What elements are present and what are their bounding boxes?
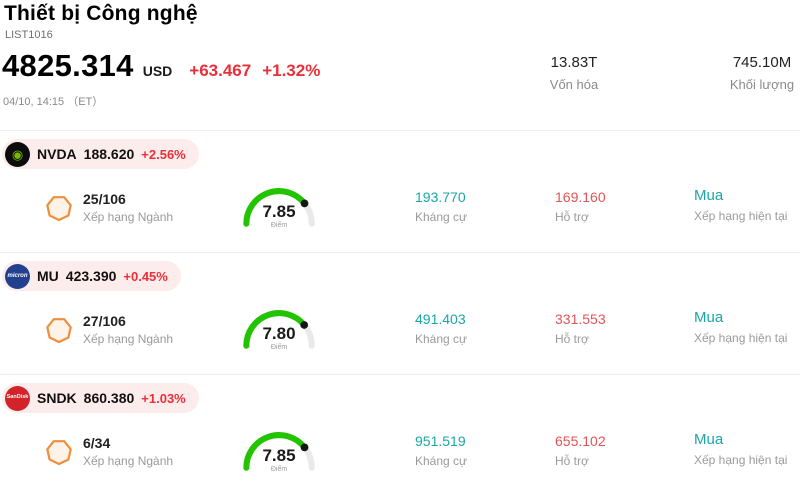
- micron-logo-icon: micron: [5, 263, 30, 289]
- industry-rank: 25/106 Xếp hạng Ngành: [44, 191, 173, 224]
- support-metric: 655.102 Hỗ trợ: [555, 433, 606, 468]
- rank-value: 27/106: [83, 313, 126, 329]
- current-rating-metric: Mua Xếp hạng hiện tại: [694, 309, 787, 345]
- rating-value: Mua: [694, 431, 724, 448]
- list-id: LIST1016: [5, 29, 53, 41]
- rank-text: 27/106 Xếp hạng Ngành: [83, 313, 173, 346]
- resistance-label: Kháng cự: [415, 332, 468, 346]
- score-label: Điểm: [270, 466, 288, 473]
- resistance-metric: 951.519 Kháng cự: [415, 433, 467, 468]
- support-label: Hỗ trợ: [555, 210, 589, 224]
- rank-value: 25/106: [83, 191, 126, 207]
- rank-text: 6/34 Xếp hạng Ngành: [83, 435, 173, 468]
- support-label: Hỗ trợ: [555, 454, 589, 468]
- score-gauge: 7.85 Điểm: [236, 423, 322, 485]
- score-gauge: 7.80 Điểm: [236, 301, 322, 363]
- quote-datetime: 04/10, 14:15 （ET）: [3, 96, 104, 108]
- stock-price: 188.620: [83, 146, 135, 162]
- rank-badge-icon: [46, 439, 72, 465]
- resistance-value: 193.770: [415, 189, 466, 205]
- resistance-label: Kháng cự: [415, 454, 468, 468]
- resistance-label: Kháng cự: [415, 210, 468, 224]
- resistance-value: 491.403: [415, 311, 466, 327]
- logo-glyph: micron: [7, 273, 28, 279]
- support-value: 331.553: [555, 311, 606, 327]
- stock-pill[interactable]: ◉ NVDA 188.620 +2.56%: [2, 139, 199, 169]
- rank-badge-icon: [46, 195, 72, 221]
- resistance-metric: 193.770 Kháng cự: [415, 189, 467, 224]
- logo-glyph: SanDisk: [6, 394, 29, 401]
- stock-row-mu[interactable]: micron MU 423.390 +0.45% 27/106 Xếp hạng…: [0, 252, 800, 374]
- rank-badge-icon: [46, 317, 72, 343]
- support-value: 169.160: [555, 189, 606, 205]
- rating-value: Mua: [694, 187, 724, 204]
- current-rating-metric: Mua Xếp hạng hiện tại: [694, 431, 787, 467]
- market-cap-stat: 13.83T Vốn hóa: [536, 54, 612, 92]
- score-label: Điểm: [270, 222, 288, 229]
- rating-label: Xếp hạng hiện tại: [694, 209, 788, 223]
- rank-label: Xếp hạng Ngành: [83, 332, 174, 346]
- score-value: 7.80: [262, 324, 296, 343]
- rating-label: Xếp hạng hiện tại: [694, 331, 788, 345]
- stock-ticker: SNDK: [37, 390, 77, 406]
- rank-label: Xếp hạng Ngành: [83, 210, 174, 224]
- stock-price: 423.390: [65, 268, 117, 284]
- index-price-row: 4825.314 USD +63.467 +1.32%: [2, 48, 320, 84]
- stock-list: ◉ NVDA 188.620 +2.56% 25/106 Xếp hạng Ng…: [0, 130, 800, 488]
- stock-change-pct: +1.03%: [141, 390, 186, 406]
- score-value: 7.85: [262, 446, 296, 465]
- volume-value: 745.10M: [732, 54, 792, 71]
- stock-pill[interactable]: SanDisk SNDK 860.380 +1.03%: [2, 383, 199, 413]
- current-rating-metric: Mua Xếp hạng hiện tại: [694, 187, 787, 223]
- volume-stat: 745.10M Khối lượng: [716, 54, 800, 92]
- market-cap-label: Vốn hóa: [549, 77, 599, 92]
- page-title: Thiết bị Công nghệ: [4, 2, 198, 25]
- rank-label: Xếp hạng Ngành: [83, 454, 174, 468]
- support-label: Hỗ trợ: [555, 332, 589, 346]
- stock-change-pct: +0.45%: [123, 268, 168, 284]
- stock-ticker: MU: [37, 268, 59, 284]
- stock-ticker: NVDA: [37, 146, 77, 162]
- support-value: 655.102: [555, 433, 606, 449]
- gauge-arc: [243, 310, 315, 349]
- market-cap-value: 13.83T: [550, 54, 598, 71]
- stock-change-pct: +2.56%: [141, 146, 186, 162]
- rating-value: Mua: [694, 309, 724, 326]
- support-metric: 331.553 Hỗ trợ: [555, 311, 606, 346]
- stock-price: 860.380: [83, 390, 135, 406]
- resistance-value: 951.519: [415, 433, 466, 449]
- industry-rank: 6/34 Xếp hạng Ngành: [44, 435, 173, 468]
- support-metric: 169.160 Hỗ trợ: [555, 189, 606, 224]
- score-label: Điểm: [270, 344, 288, 351]
- industry-rank: 27/106 Xếp hạng Ngành: [44, 313, 173, 346]
- nvda-logo-icon: ◉: [5, 141, 30, 167]
- rank-text: 25/106 Xếp hạng Ngành: [83, 191, 173, 224]
- stock-pill[interactable]: micron MU 423.390 +0.45%: [2, 261, 181, 291]
- gauge-arc: [243, 432, 315, 471]
- stock-row-sndk[interactable]: SanDisk SNDK 860.380 +1.03% 6/34 Xếp hạn…: [0, 374, 800, 488]
- currency-label: USD: [142, 63, 173, 79]
- logo-glyph: ◉: [11, 146, 24, 162]
- rating-label: Xếp hạng hiện tại: [694, 453, 788, 467]
- rank-value: 6/34: [83, 435, 111, 451]
- stock-row-nvda[interactable]: ◉ NVDA 188.620 +2.56% 25/106 Xếp hạng Ng…: [0, 130, 800, 252]
- resistance-metric: 491.403 Kháng cự: [415, 311, 467, 346]
- index-change: +63.467: [189, 61, 252, 80]
- volume-label: Khối lượng: [729, 77, 795, 92]
- index-change-pct: +1.32%: [262, 61, 321, 80]
- index-price: 4825.314: [2, 48, 134, 83]
- score-gauge: 7.85 Điểm: [236, 179, 322, 241]
- sandisk-logo-icon: SanDisk: [5, 385, 30, 411]
- gauge-arc: [243, 188, 315, 227]
- score-value: 7.85: [262, 202, 296, 221]
